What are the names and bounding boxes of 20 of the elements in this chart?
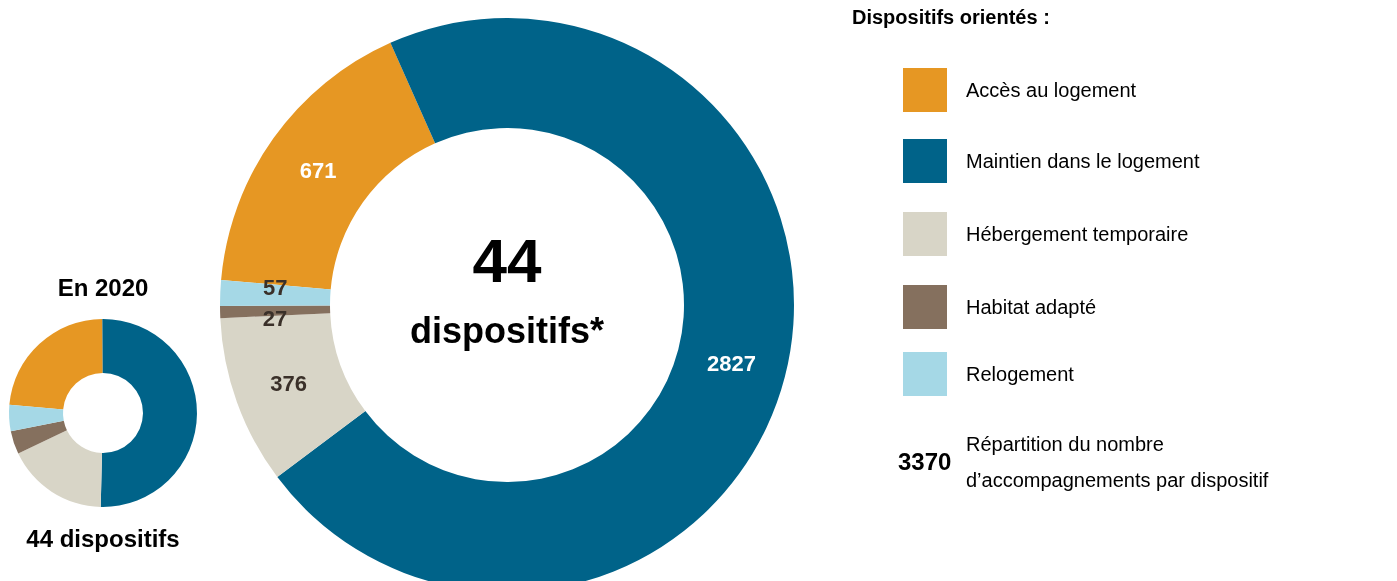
legend-label: Accès au logement xyxy=(966,79,1137,101)
legend-label: Relogement xyxy=(966,363,1075,385)
text: 3370 xyxy=(898,447,952,475)
text: 44 dispositifs xyxy=(26,525,180,552)
legend-title: Dispositifs orientés : xyxy=(852,6,1050,28)
text: dispositifs* xyxy=(409,310,605,351)
data-label: 671 xyxy=(299,157,337,183)
data-label: 2827 xyxy=(707,350,756,376)
donut-slice xyxy=(9,319,103,410)
donut-slice xyxy=(18,430,103,507)
legend-label: Hébergement temporaire xyxy=(966,223,1189,245)
donut-slice xyxy=(100,319,197,507)
donut-slice xyxy=(9,404,64,432)
donut-slice xyxy=(10,420,67,454)
legend-label: Maintien dans le logement xyxy=(966,150,1200,172)
data-label: 376 xyxy=(270,370,307,396)
chart-title: En 2020 xyxy=(57,274,149,301)
text: Répartition du nombre d’accompagnements par dispositif xyxy=(966,433,1269,491)
legend-label: Habitat adapté xyxy=(966,296,1097,318)
text: 44 xyxy=(472,226,542,295)
